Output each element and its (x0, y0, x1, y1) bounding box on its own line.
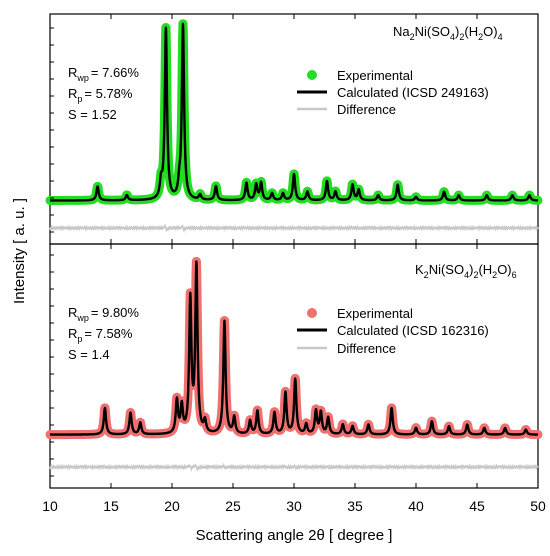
panel-ticks (49, 14, 539, 244)
panel-k-sulfate: K2Ni(SO4)2(H2O)6 Rwp = 9.80% Rp = 7.58% S … (45, 243, 543, 489)
legend-difference-label: Difference (337, 341, 396, 356)
compound-formula: Na2Ni(SO4)2(H2O)4 (393, 24, 503, 42)
panel-frame (49, 13, 539, 245)
x-tick-label: 30 (286, 498, 302, 514)
legend-experimental-marker (307, 308, 317, 318)
compound-formula: K2Ni(SO4)2(H2O)6 (415, 262, 517, 280)
panel-na-sulfate: Na2Ni(SO4)2(H2O)4 Rwp = 7.66% Rp = 5.78% S… (45, 13, 543, 245)
difference-curve (49, 223, 539, 234)
panel-ticks (49, 244, 539, 488)
x-axis: 10 15 20 25 30 35 40 45 50 (42, 498, 546, 514)
pattern-curves (45, 256, 543, 472)
s-stat: S = 1.52 (68, 107, 117, 122)
s-stat: S = 1.4 (68, 347, 110, 362)
x-axis-label: Scattering angle 2θ [ degree ] (196, 527, 393, 544)
legend-experimental-label: Experimental (337, 68, 413, 83)
calculated-curve (49, 22, 539, 202)
x-tick-label: 10 (42, 498, 58, 514)
legend-calculated-label: Calculated (ICSD 249163) (337, 85, 489, 100)
x-tick-label: 40 (408, 498, 424, 514)
legend-calculated-label: Calculated (ICSD 162316) (337, 323, 489, 338)
panel-frame (49, 243, 539, 489)
x-tick-label: 15 (103, 498, 119, 514)
y-axis-label: Intensity [ a. u. ] (11, 198, 28, 304)
difference-curve (49, 462, 539, 472)
legend: Experimental Calculated (ICSD 162316) Di… (297, 306, 489, 356)
x-tick-label: 45 (469, 498, 485, 514)
rwp-stat: Rwp = 9.80% (68, 305, 139, 323)
calculated-curve (49, 260, 539, 436)
x-tick-label: 25 (225, 498, 241, 514)
legend-experimental-marker (307, 70, 317, 80)
rp-stat: Rp = 7.58% (68, 326, 133, 344)
legend-difference-label: Difference (337, 102, 396, 117)
legend-experimental-label: Experimental (337, 306, 413, 321)
x-tick-label: 20 (164, 498, 180, 514)
x-tick-label: 35 (347, 498, 363, 514)
rp-stat: Rp = 5.78% (68, 86, 133, 104)
legend: Experimental Calculated (ICSD 249163) Di… (297, 68, 489, 117)
pattern-curves (45, 19, 543, 234)
rwp-stat: Rwp = 7.66% (68, 65, 139, 83)
x-tick-label: 50 (530, 498, 546, 514)
